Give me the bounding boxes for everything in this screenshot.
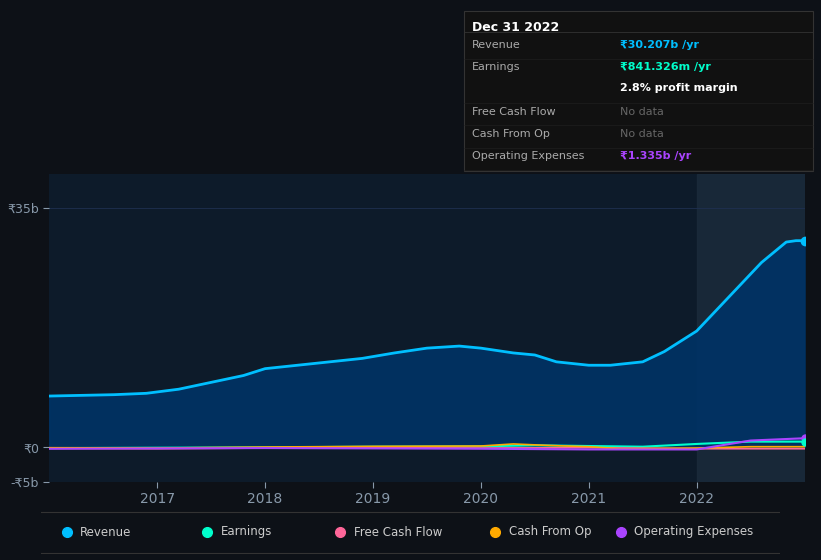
Text: Earnings: Earnings [472,62,521,72]
Text: Revenue: Revenue [80,525,131,539]
Text: Free Cash Flow: Free Cash Flow [472,106,556,116]
Text: No data: No data [620,106,663,116]
Text: Earnings: Earnings [221,525,272,539]
Text: 2.8% profit margin: 2.8% profit margin [620,83,737,94]
Text: Cash From Op: Cash From Op [509,525,591,539]
Text: Free Cash Flow: Free Cash Flow [354,525,442,539]
Text: Revenue: Revenue [472,40,521,50]
Text: No data: No data [620,129,663,139]
Text: ₹1.335b /yr: ₹1.335b /yr [620,151,691,161]
Bar [697,174,805,482]
Text: Cash From Op: Cash From Op [472,129,550,139]
Text: Operating Expenses: Operating Expenses [635,525,754,539]
Text: Operating Expenses: Operating Expenses [472,151,585,161]
FancyBboxPatch shape [34,512,787,553]
Text: Dec 31 2022: Dec 31 2022 [472,21,559,34]
Text: ₹841.326m /yr: ₹841.326m /yr [620,62,711,72]
Text: ₹30.207b /yr: ₹30.207b /yr [620,40,699,50]
